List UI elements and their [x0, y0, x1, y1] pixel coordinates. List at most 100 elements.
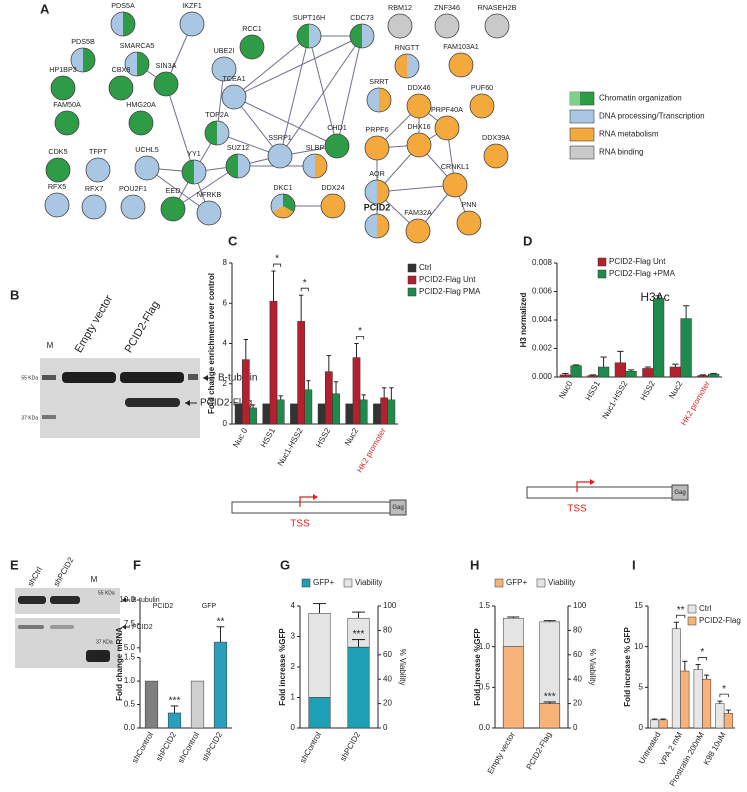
- bar: [359, 399, 368, 425]
- network-edge: [233, 96, 338, 147]
- network-node: [44, 192, 70, 218]
- network-node: [405, 218, 431, 244]
- node-label: AQR: [369, 169, 385, 178]
- network-node-slice: [238, 154, 250, 178]
- network-node: [434, 115, 460, 141]
- bar: [669, 366, 682, 378]
- network-edge: [233, 35, 310, 98]
- network-node: [406, 132, 432, 158]
- node-label: TCEA1: [222, 74, 245, 83]
- y-tick-label: 2: [291, 662, 296, 671]
- bar: [587, 375, 599, 378]
- x-tick-label: shControl: [298, 730, 323, 764]
- legend-swatch: [569, 127, 595, 142]
- node-label: PUF60: [471, 83, 493, 92]
- node-label: SIN3A: [156, 61, 177, 70]
- network-node-slice: [217, 121, 229, 145]
- gene-label: Gag: [674, 490, 685, 496]
- legend-swatch: [343, 578, 353, 588]
- tss-arrow: [576, 481, 591, 492]
- bar: [213, 641, 228, 729]
- network-node-slice: [297, 24, 309, 48]
- y-tick-label: 0.008: [532, 258, 553, 267]
- bar: [658, 719, 668, 729]
- bar: [276, 399, 285, 425]
- network-node: [320, 193, 346, 219]
- network-node-slice: [365, 180, 377, 204]
- y-tick-label: 10.0: [119, 595, 135, 604]
- node-label: RNASEH2B: [478, 3, 517, 12]
- legend-swatch: [687, 604, 697, 614]
- significance: *: [700, 647, 704, 658]
- network-node: [196, 200, 222, 226]
- significance: *: [358, 326, 362, 337]
- significance: **: [217, 616, 225, 627]
- x-tick-label: Nuc 0: [231, 426, 250, 449]
- bar: [317, 403, 326, 425]
- legend-label: RNA binding: [599, 148, 643, 157]
- legend-swatch: [301, 578, 311, 588]
- x-tick-label: Nuc1-HSS2: [276, 426, 305, 468]
- node-label: SMARCA5: [120, 41, 155, 50]
- node-label: CHD1: [327, 123, 347, 132]
- x-tick-label: HSS1: [259, 426, 278, 449]
- y2-tick-label: 20: [573, 699, 582, 708]
- legend-label: PCID2-Flag PMA: [419, 287, 481, 296]
- blot-band: [50, 596, 80, 604]
- y-tick-label: 0.006: [532, 287, 553, 296]
- node-label: DDX46: [407, 83, 430, 92]
- bar: [352, 357, 361, 425]
- panel-labels: A B C D E F G H I: [10, 1, 636, 572]
- node-label: PDS5B: [71, 37, 95, 46]
- node-label: RCC1: [242, 24, 262, 33]
- y-tick-label: 0: [291, 723, 296, 732]
- network-node: [225, 153, 251, 179]
- x-tick-label: Empty vector: [486, 730, 517, 775]
- y2-tick-label: 40: [573, 674, 582, 683]
- y-tick-label: 0: [639, 723, 644, 732]
- bar: [324, 371, 333, 425]
- significance: ***: [544, 692, 556, 703]
- bar: [693, 669, 703, 729]
- network-legend: Chromatin organization DNA processing/Tr…: [569, 91, 705, 160]
- y-tick-label: 5.0: [124, 643, 136, 652]
- network-node: [394, 53, 420, 79]
- y2-tick-label: 60: [383, 650, 392, 659]
- y2-tick-label: 80: [573, 626, 582, 635]
- y-tick-label: 0.000: [532, 372, 553, 381]
- bar: [715, 703, 725, 729]
- node-label: SLBP: [306, 143, 325, 152]
- node-label: DKC1: [273, 183, 292, 192]
- gene-body: [231, 501, 391, 514]
- network-node: [302, 153, 328, 179]
- y-tick-label: 5: [639, 682, 644, 691]
- x-tick-label: Nuc2: [343, 426, 360, 447]
- network-node: [469, 93, 495, 119]
- y-tick-label: 1: [291, 693, 296, 702]
- significance: **: [677, 605, 685, 616]
- arrow: [122, 597, 126, 603]
- y2-tick-label: 20: [383, 699, 392, 708]
- x-tick-label: Nuc2: [667, 379, 684, 400]
- y2-tick-label: 0: [383, 723, 388, 732]
- legend-swatch: [536, 578, 546, 588]
- bar: [332, 393, 340, 425]
- blot-band: [188, 374, 198, 380]
- node-label: CBX8: [112, 65, 131, 74]
- x-tick-label: HK2 promoter: [355, 426, 388, 474]
- lane-label: shPCID2: [52, 555, 76, 588]
- gene-diagram: Gag TSS: [526, 479, 689, 515]
- legend-swatch: [597, 269, 607, 279]
- bar: [190, 680, 205, 729]
- network-node: [85, 157, 111, 183]
- y-tick-label: 8: [223, 258, 228, 267]
- bar: [269, 300, 278, 425]
- network-node: [239, 34, 265, 60]
- bar: [653, 298, 665, 378]
- node-label: RBM12: [388, 3, 412, 12]
- network-node: [160, 196, 186, 222]
- panel-label: C: [228, 233, 238, 248]
- legend-label: DNA processing/Transcription: [599, 112, 705, 121]
- tss-arrow: [313, 494, 318, 500]
- marker-label: 55 KDa: [98, 590, 115, 596]
